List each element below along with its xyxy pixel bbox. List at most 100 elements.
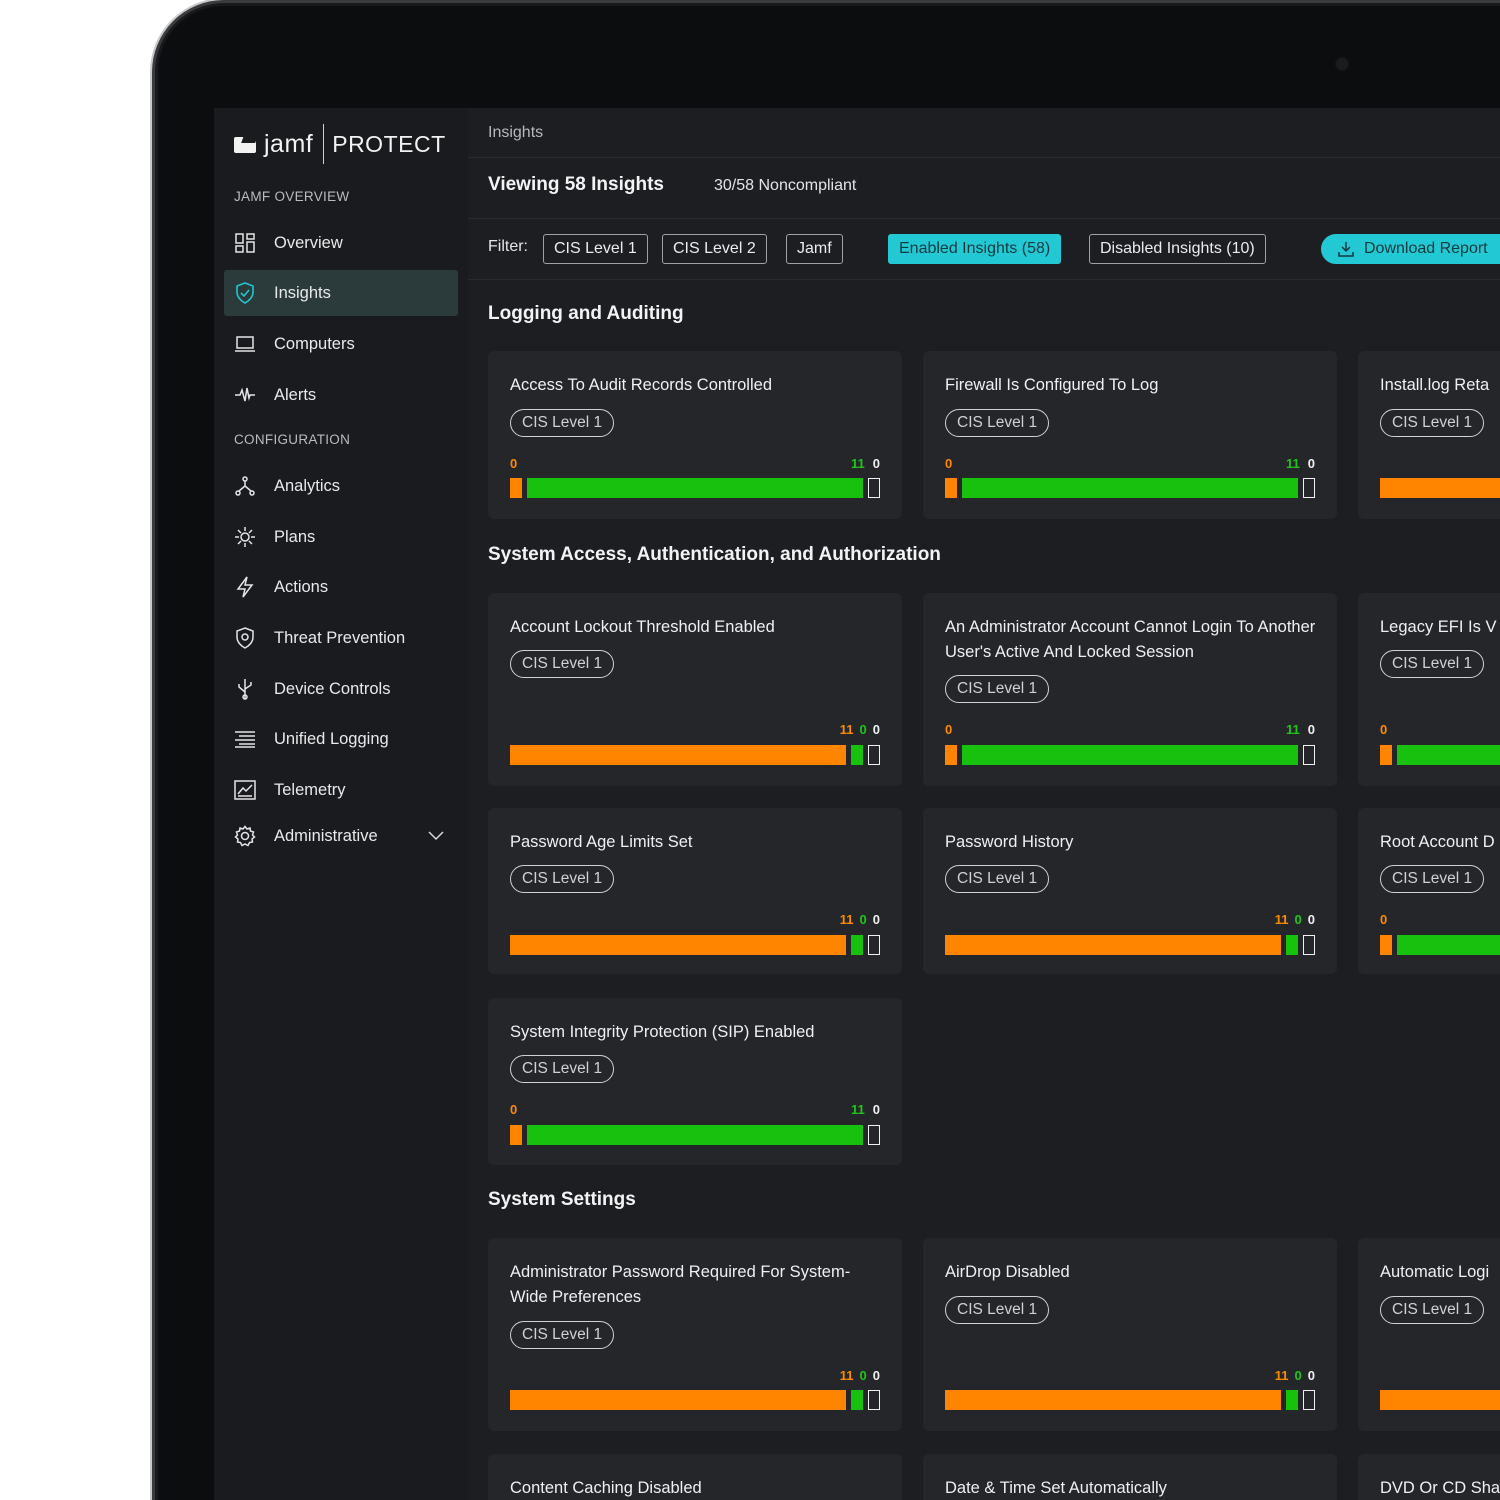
page-title: Viewing 58 Insights xyxy=(488,174,664,195)
na-count: 0 xyxy=(872,456,880,471)
section-label-overview: JAMF OVERVIEW xyxy=(234,189,350,204)
insight-title: Root Account D xyxy=(1380,833,1495,851)
cis-badge: CIS Level 1 xyxy=(510,1321,615,1349)
compliance-bar xyxy=(510,1390,880,1410)
sidebar-item-analytics[interactable]: Analytics xyxy=(224,463,458,509)
compliance-bar xyxy=(510,478,880,498)
insight-card[interactable]: System Integrity Protection (SIP) Enable… xyxy=(488,998,902,1165)
cis-badge: CIS Level 1 xyxy=(945,409,1050,437)
insight-card[interactable]: An Administrator Account Cannot Login To… xyxy=(923,593,1337,786)
sidebar-item-telemetry[interactable]: Telemetry xyxy=(224,767,458,813)
compliance-bar xyxy=(945,935,1315,955)
cis-badge: CIS Level 1 xyxy=(510,865,615,893)
compliant-count: 11 xyxy=(851,1102,865,1117)
sidebar-item-overview[interactable]: Overview xyxy=(224,220,458,266)
noncompliant-count: 0 xyxy=(945,722,953,737)
compliant-segment xyxy=(1397,745,1500,765)
compliant-segment xyxy=(527,478,863,498)
insight-card[interactable]: Password Age Limits Set CIS Level 1 11 0… xyxy=(488,808,902,974)
filter-chip-jamf[interactable]: Jamf xyxy=(786,234,843,264)
insight-card[interactable]: Install.log Reta CIS Level 1 xyxy=(1358,351,1500,519)
insight-card[interactable]: Firewall Is Configured To Log CIS Level … xyxy=(923,351,1337,519)
sidebar-item-plans[interactable]: Plans xyxy=(224,514,458,560)
na-segment xyxy=(868,1125,880,1145)
insight-card[interactable]: DVD Or CD Sha xyxy=(1358,1454,1500,1500)
sidebar-item-device-controls[interactable]: Device Controls xyxy=(224,666,458,712)
insight-card[interactable]: Password History CIS Level 1 11 0 0 xyxy=(923,808,1337,974)
insight-counts: 0 11 0 xyxy=(510,456,880,471)
gear-icon xyxy=(234,825,256,847)
sidebar-item-label: Unified Logging xyxy=(274,729,389,748)
breadcrumb[interactable]: Insights xyxy=(488,124,544,141)
disabled-insights-toggle[interactable]: Disabled Insights (10) xyxy=(1089,234,1266,264)
noncompliant-segment xyxy=(945,1390,1281,1410)
cis-badge: CIS Level 1 xyxy=(1380,865,1485,893)
download-report-button[interactable]: Download Report xyxy=(1321,234,1500,264)
insight-card[interactable]: Legacy EFI Is V CIS Level 1 0 xyxy=(1358,593,1500,786)
sidebar-item-insights[interactable]: Insights xyxy=(224,270,458,316)
noncompliant-segment xyxy=(945,935,1281,955)
insight-counts: 11 0 0 xyxy=(1275,1368,1315,1383)
enabled-insights-toggle[interactable]: Enabled Insights (58) xyxy=(888,234,1062,264)
insight-card[interactable]: Date & Time Set Automatically xyxy=(923,1454,1337,1500)
divider xyxy=(468,279,1500,280)
insight-title: Password History xyxy=(945,833,1074,851)
noncompliant-segment xyxy=(1380,935,1392,955)
na-count: 0 xyxy=(872,1368,880,1383)
na-count: 0 xyxy=(872,1102,880,1117)
divider xyxy=(468,157,1500,158)
na-segment xyxy=(868,1390,880,1410)
na-segment xyxy=(868,745,880,765)
insight-title: Install.log Reta xyxy=(1380,376,1490,394)
sidebar-item-label: Analytics xyxy=(274,476,341,495)
insight-card[interactable]: Root Account D CIS Level 1 0 xyxy=(1358,808,1500,974)
insight-card[interactable]: Access To Audit Records Controlled CIS L… xyxy=(488,351,902,519)
noncompliant-count: 0 xyxy=(510,456,518,471)
compliance-bar xyxy=(945,478,1315,498)
chevron-down-icon[interactable] xyxy=(428,827,444,846)
na-count: 0 xyxy=(1307,722,1315,737)
sidebar-item-unified-logging[interactable]: Unified Logging xyxy=(224,716,458,762)
compliant-segment xyxy=(1286,935,1298,955)
cis-badge: CIS Level 1 xyxy=(945,675,1050,703)
compliance-bar xyxy=(510,935,880,955)
noncompliant-segment xyxy=(510,935,846,955)
insight-title: DVD Or CD Sha xyxy=(1380,1479,1500,1497)
compliant-count: 0 xyxy=(859,912,867,927)
filter-chip-cis-level-2[interactable]: CIS Level 2 xyxy=(662,234,767,264)
noncompliant-count: 0 xyxy=(945,456,953,471)
noncompliant-segment xyxy=(1380,1390,1500,1410)
insight-title: AirDrop Disabled xyxy=(945,1263,1070,1281)
filter-label: Filter: xyxy=(488,238,528,255)
insight-counts: 11 0 0 xyxy=(1275,912,1315,927)
filter-chip-cis-level-1[interactable]: CIS Level 1 xyxy=(543,234,648,264)
insight-counts: 0 11 0 xyxy=(510,1102,880,1117)
compliant-segment xyxy=(962,745,1298,765)
analytics-icon xyxy=(234,475,256,497)
sidebar-item-administrative[interactable]: Administrative xyxy=(224,813,458,859)
section-title-access: System Access, Authentication, and Autho… xyxy=(488,544,941,565)
sidebar-item-actions[interactable]: Actions xyxy=(224,564,458,610)
noncompliant-segment xyxy=(945,745,957,765)
jamf-protect-logo[interactable]: jamf PROTECT xyxy=(234,124,446,164)
na-segment xyxy=(1303,935,1315,955)
sidebar-item-threat-prevention[interactable]: Threat Prevention xyxy=(224,615,458,661)
insight-counts: 11 0 0 xyxy=(840,1368,880,1383)
insight-title: Automatic Logi xyxy=(1380,1263,1490,1281)
insight-card[interactable]: Automatic Logi CIS Level 1 xyxy=(1358,1238,1500,1431)
cis-badge: CIS Level 1 xyxy=(945,1296,1050,1324)
noncompliant-segment xyxy=(510,478,522,498)
na-count: 0 xyxy=(1307,456,1315,471)
insight-card[interactable]: Content Caching Disabled xyxy=(488,1454,902,1500)
insight-card[interactable]: AirDrop Disabled CIS Level 1 11 0 0 xyxy=(923,1238,1337,1431)
sidebar-item-label: Plans xyxy=(274,527,316,546)
insight-card[interactable]: Account Lockout Threshold Enabled CIS Le… xyxy=(488,593,902,786)
noncompliant-segment xyxy=(510,1125,522,1145)
sidebar-item-computers[interactable]: Computers xyxy=(224,321,458,367)
insight-title: Access To Audit Records Controlled xyxy=(510,376,772,394)
compliant-count: 0 xyxy=(1294,1368,1302,1383)
na-count: 0 xyxy=(872,912,880,927)
cis-badge: CIS Level 1 xyxy=(510,409,615,437)
sidebar-item-alerts[interactable]: Alerts xyxy=(224,372,458,418)
insight-card[interactable]: Administrator Password Required For Syst… xyxy=(488,1238,902,1431)
